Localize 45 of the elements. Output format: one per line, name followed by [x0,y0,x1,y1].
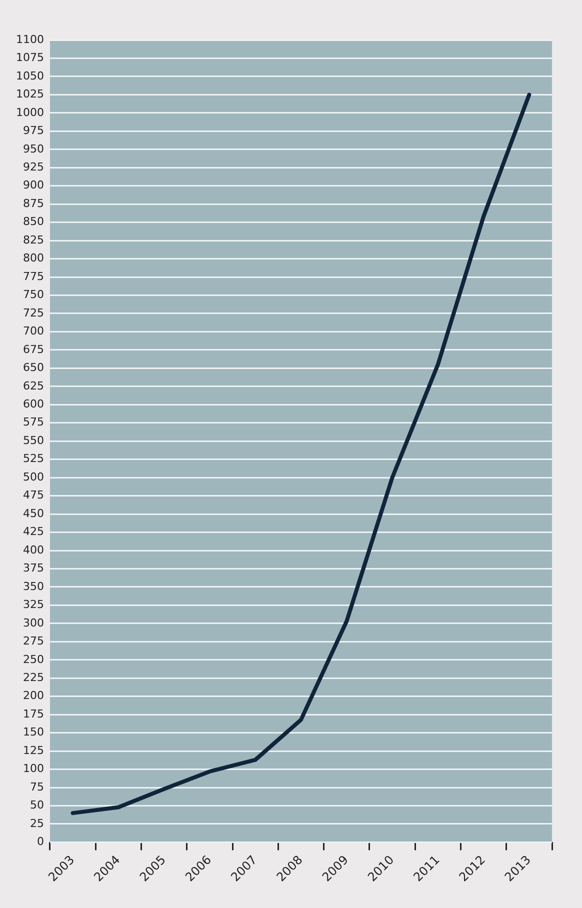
y-tick-label: 875 [22,196,44,210]
y-tick-label: 750 [22,288,44,302]
y-tick-label: 250 [22,652,44,666]
y-tick-label: 175 [22,707,44,720]
y-tick-label: 225 [22,670,44,684]
y-tick-label: 700 [22,324,44,338]
y-tick-label: 125 [22,744,44,757]
y-tick-label: 1075 [16,51,44,64]
y-tick-label: 500 [22,470,44,484]
y-tick-label: 1100 [16,32,44,46]
y-tick-label: 850 [22,215,44,228]
y-tick-label: 775 [22,270,44,283]
y-tick-label: 825 [22,233,44,246]
y-tick-label: 200 [22,689,44,702]
y-tick-label: 625 [22,379,44,392]
y-tick-label: 475 [22,488,44,502]
y-tick-label: 975 [22,124,44,138]
y-tick-label: 1000 [16,106,44,119]
y-tick-label: 550 [22,434,44,447]
y-tick-label: 650 [22,361,44,374]
y-tick-label: 375 [22,562,44,575]
y-tick-label: 575 [22,416,44,429]
y-tick-label: 600 [22,398,44,411]
y-tick-label: 800 [22,252,44,265]
y-tick-label: 425 [22,525,44,538]
y-tick-label: 75 [30,780,44,794]
y-tick-label: 525 [22,452,44,466]
y-tick-label: 100 [22,762,44,776]
y-tick-label: 325 [22,598,44,612]
y-tick-label: 350 [22,580,44,593]
y-tick-label: 275 [22,634,44,648]
y-tick-label: 0 [36,835,44,848]
y-tick-label: 150 [22,726,44,739]
y-tick-label: 450 [22,506,44,520]
y-tick-label: 675 [22,342,44,356]
y-tick-label: 1050 [16,69,44,82]
y-tick-label: 25 [30,816,44,830]
y-tick-label: 950 [22,142,44,156]
y-tick-label: 50 [30,798,44,812]
y-tick-label: 400 [22,543,44,556]
y-tick-label: 925 [22,160,44,174]
y-tick-label: 725 [22,306,44,320]
y-tick-label: 300 [22,616,44,630]
y-tick-label: 1025 [16,88,44,101]
y-tick-label: 900 [22,178,44,192]
